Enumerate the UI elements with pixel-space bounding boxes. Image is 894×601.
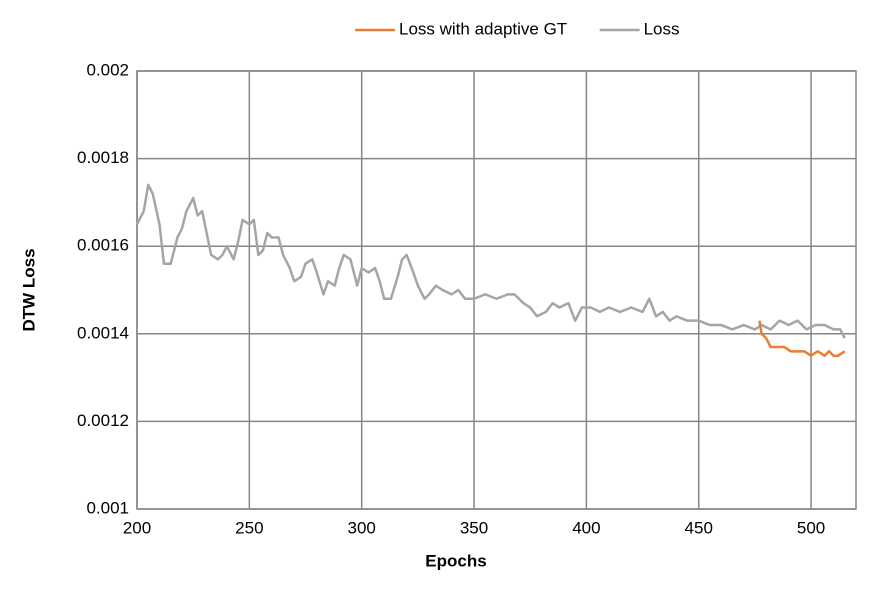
plot-border [136, 70, 857, 510]
legend-label: Loss with adaptive GT [399, 19, 567, 38]
x-tick-label: 400 [572, 518, 600, 537]
x-tick-label: 300 [348, 518, 376, 537]
y-tick-label: 0.0014 [77, 323, 129, 342]
y-tick-label: 0.0012 [77, 411, 129, 430]
y-tick-label: 0.0016 [77, 236, 129, 255]
x-tick-label: 500 [797, 518, 825, 537]
y-tick-label: 0.002 [86, 60, 129, 79]
legend-label: Loss [644, 19, 680, 38]
series-line [758, 320, 846, 357]
x-tick-label: 350 [460, 518, 488, 537]
x-tick-label: 250 [235, 518, 263, 537]
y-axis-label: DTW Loss [19, 248, 38, 331]
y-tick-label: 0.001 [86, 498, 129, 517]
y-tick-label: 0.0018 [77, 148, 129, 167]
x-axis-label: Epochs [425, 551, 486, 570]
series-line [135, 183, 846, 339]
x-tick-label: 450 [685, 518, 713, 537]
x-tick-label: 200 [123, 518, 151, 537]
